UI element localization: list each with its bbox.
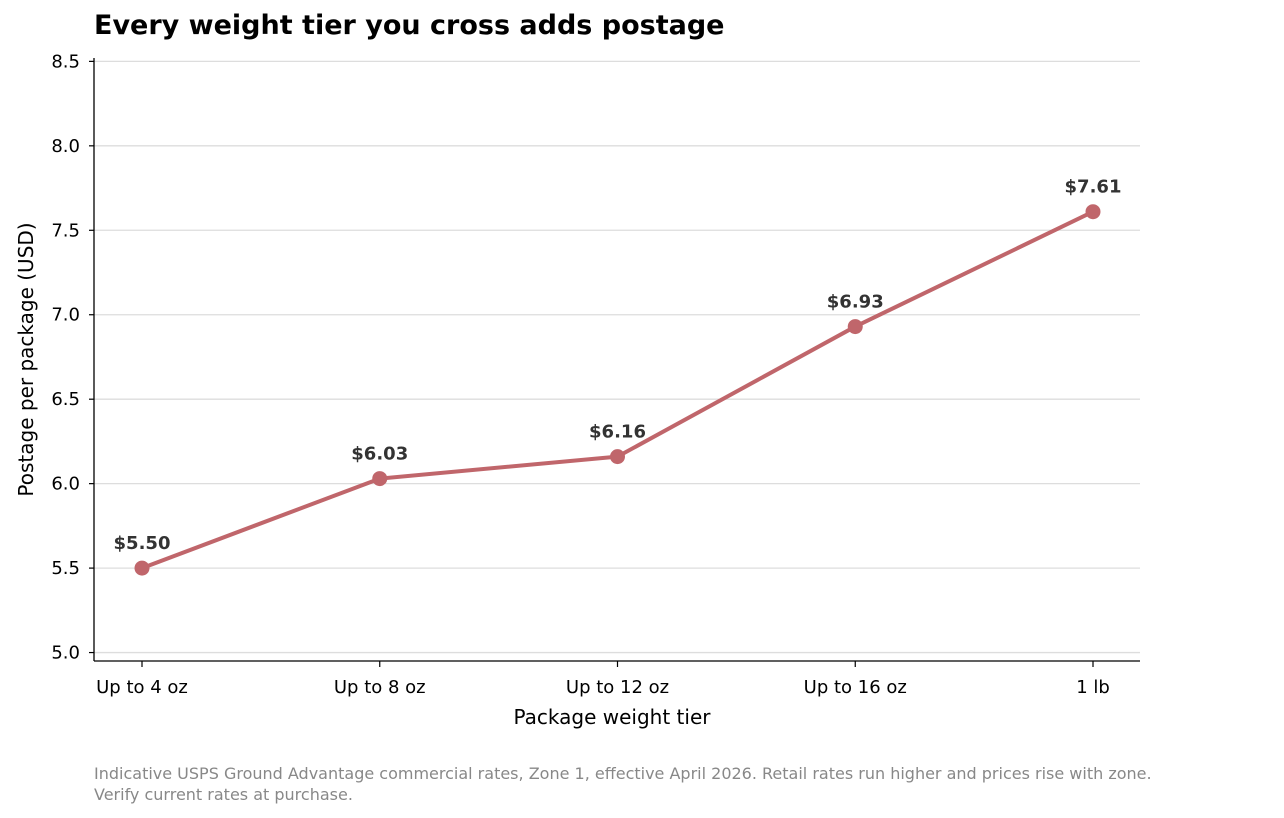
chart-footnote: Indicative USPS Ground Advantage commerc… xyxy=(94,764,1152,804)
data-point xyxy=(1085,204,1101,220)
y-tick-label: 5.5 xyxy=(51,558,80,579)
data-point xyxy=(847,319,863,335)
x-tick-label: Up to 16 oz xyxy=(804,677,907,698)
x-tick-label: Up to 12 oz xyxy=(566,677,669,698)
x-tick-label: Up to 8 oz xyxy=(334,677,426,698)
y-tick-label: 6.5 xyxy=(51,389,80,410)
data-label: $7.61 xyxy=(1065,177,1122,198)
y-tick-label: 6.0 xyxy=(51,474,80,495)
data-label: $6.16 xyxy=(589,422,646,443)
data-point xyxy=(372,471,388,487)
data-label: $6.03 xyxy=(351,444,408,465)
data-point xyxy=(134,560,150,576)
y-tick-label: 5.0 xyxy=(51,643,80,664)
y-tick-label: 7.0 xyxy=(51,305,80,326)
data-point xyxy=(610,449,625,465)
data-label: $5.50 xyxy=(114,533,171,554)
y-tick-label: 8.0 xyxy=(51,136,80,157)
chart-title: Every weight tier you cross adds postage xyxy=(94,10,725,41)
x-axis-title: Package weight tier xyxy=(514,705,712,729)
y-tick-label: 7.5 xyxy=(51,220,80,241)
series-line xyxy=(140,209,1095,571)
x-tick-label: Up to 4 oz xyxy=(96,677,188,698)
y-axis-title: Postage per package (USD) xyxy=(14,222,38,496)
data-label: $6.93 xyxy=(827,292,884,313)
x-tick-label: 1 lb xyxy=(1076,677,1110,698)
y-tick-label: 8.5 xyxy=(51,51,80,72)
